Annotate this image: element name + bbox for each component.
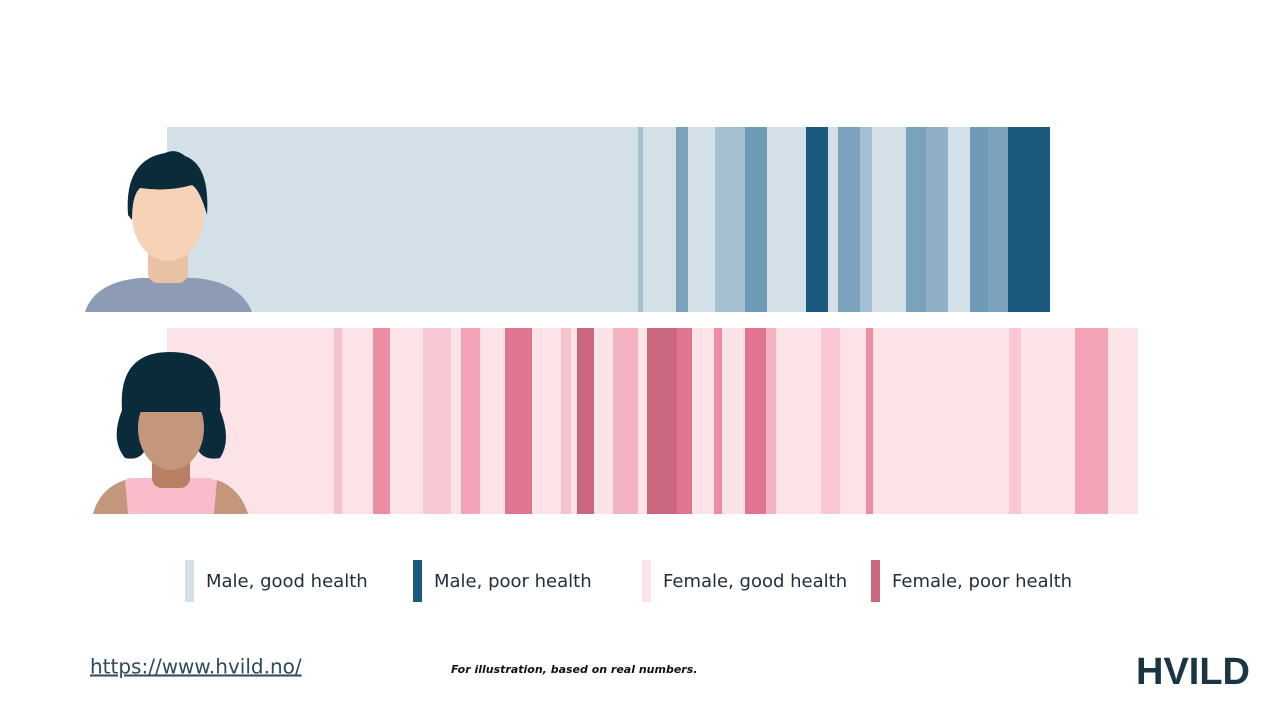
legend-label: Male, good health	[206, 571, 368, 592]
stripe	[970, 127, 988, 312]
stripe	[714, 328, 722, 514]
legend-swatch	[185, 560, 194, 602]
stripe	[676, 127, 688, 312]
stripe	[1075, 328, 1108, 514]
stripe	[561, 328, 571, 514]
note: For illustration, based on real numbers.	[451, 663, 697, 676]
stripe	[577, 328, 594, 514]
stripe	[461, 328, 480, 514]
stripe	[423, 328, 451, 514]
legend-label: Male, poor health	[434, 571, 592, 592]
stripe	[1008, 127, 1030, 312]
stripe	[906, 127, 926, 312]
stripe	[745, 328, 766, 514]
female-bar	[167, 328, 1138, 514]
stripe	[715, 127, 745, 312]
legend-swatch	[642, 560, 651, 602]
stripe	[677, 328, 692, 514]
stripe	[613, 328, 638, 514]
stripe	[866, 328, 873, 514]
legend-label: Female, poor health	[892, 571, 1072, 592]
stripe	[638, 127, 643, 312]
stripe	[926, 127, 948, 312]
female-avatar	[93, 352, 248, 514]
stripe	[988, 127, 1008, 312]
stripe	[745, 127, 767, 312]
stripe	[821, 328, 840, 514]
logo: HVILD	[1136, 651, 1250, 693]
url[interactable]: https://www.hvild.no/	[90, 655, 302, 679]
stripe	[505, 328, 532, 514]
stripe	[647, 328, 677, 514]
stripe	[838, 127, 860, 312]
stripe	[806, 127, 828, 312]
stripe	[860, 127, 872, 312]
stripe	[1009, 328, 1021, 514]
male-bar	[167, 127, 1050, 312]
legend-swatch	[413, 560, 422, 602]
legend-swatch	[871, 560, 880, 602]
stripe	[766, 328, 776, 514]
stripe	[373, 328, 390, 514]
legend: Male, good health Male, poor health Female…	[185, 560, 1072, 602]
legend-label: Female, good health	[663, 571, 847, 592]
stripe	[1030, 127, 1050, 312]
male-avatar	[85, 151, 252, 312]
stripe	[334, 328, 342, 514]
